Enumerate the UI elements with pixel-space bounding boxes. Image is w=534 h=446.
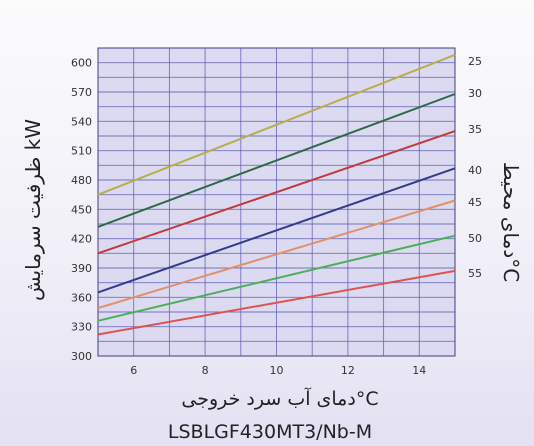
y-tick-label: 600 (71, 57, 92, 70)
grid (98, 48, 455, 356)
x-tick-label: 14 (412, 364, 426, 377)
x-tick-labels: 6 8 10 12 14 (130, 364, 426, 377)
x-tick-label: 10 (270, 364, 284, 377)
x-tick-label: 6 (130, 364, 137, 377)
series-line-35 (97, 130, 456, 255)
series-line-50 (97, 234, 456, 322)
series-label-55: 55 (468, 267, 482, 280)
y-tick-label: 570 (71, 86, 92, 99)
series-line-30 (97, 93, 456, 228)
series-lines (97, 53, 456, 336)
y-tick-label: 450 (71, 203, 92, 216)
y-tick-labels: 300 330 360 390 420 450 480 510 540 570 600 (71, 57, 92, 363)
series-label-45: 45 (468, 196, 482, 209)
x-tick-label: 8 (202, 364, 209, 377)
y-axis-title: ظرفیت سرمایش kW (21, 119, 45, 301)
series-labels: 25 30 35 40 45 50 55 (468, 55, 482, 280)
series-label-50: 50 (468, 232, 482, 245)
series-label-25: 25 (468, 55, 482, 68)
y-tick-label: 480 (71, 174, 92, 187)
y-tick-label: 390 (71, 262, 92, 275)
series-line-55 (97, 269, 456, 336)
series-line-40 (97, 167, 456, 294)
x-tick-label: 12 (341, 364, 355, 377)
series-label-35: 35 (468, 123, 482, 136)
y-tick-label: 540 (71, 115, 92, 128)
x-axis-title: دمای آب سرد خروجی°C (181, 386, 378, 410)
series-line-45 (97, 199, 456, 310)
series-label-30: 30 (468, 87, 482, 100)
series-line-25 (97, 53, 456, 196)
y-tick-label: 420 (71, 233, 92, 246)
y-tick-label: 360 (71, 291, 92, 304)
y-tick-label: 330 (71, 321, 92, 334)
series-label-40: 40 (468, 164, 482, 177)
y-tick-label: 300 (71, 350, 92, 363)
right-axis-title: دمای محیط°C (499, 162, 523, 282)
chart-title: LSBLGF430MT3/Nb-M (168, 421, 372, 443)
y-tick-label: 510 (71, 145, 92, 158)
